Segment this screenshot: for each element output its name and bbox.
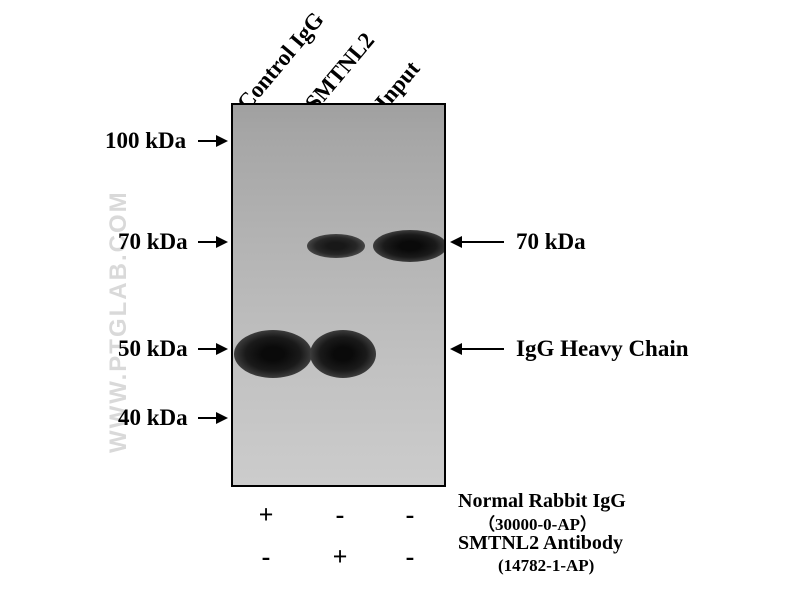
marker-100kda: 100 kDa [105,128,186,154]
annotation-arrow-70kda [452,241,504,243]
band-input-70kda [373,230,446,262]
marker-70kda: 70 kDa [118,229,188,255]
band-smtnl2-70kda [307,234,365,258]
condition2-lane2-symbol: + [330,542,350,572]
condition2-sub: (14782-1-AP) [498,556,594,576]
condition2-label: SMTNL2 Antibody [458,532,623,555]
annotation-arrow-igg-heavy [452,348,504,350]
marker-arrow-50kda [198,348,226,350]
marker-arrow-70kda [198,241,226,243]
annotation-70kda: 70 kDa [516,229,586,255]
marker-arrow-100kda [198,140,226,142]
blot-box [231,103,446,487]
condition1-lane2-symbol: - [330,500,350,530]
condition1-lane3-symbol: - [400,500,420,530]
marker-50kda: 50 kDa [118,336,188,362]
condition2-lane3-symbol: - [400,542,420,572]
band-smtnl2-igg-heavy [310,330,376,378]
band-control-igg-heavy [234,330,312,378]
condition1-lane1-symbol: + [256,500,276,530]
condition2-lane1-symbol: - [256,542,276,572]
figure-container: Control IgG SMTNL2 Input WWW.PTGLAB.COM … [0,0,800,600]
blot-background [233,105,444,485]
annotation-igg-heavy: IgG Heavy Chain [516,336,689,362]
marker-arrow-40kda [198,417,226,419]
marker-40kda: 40 kDa [118,405,188,431]
